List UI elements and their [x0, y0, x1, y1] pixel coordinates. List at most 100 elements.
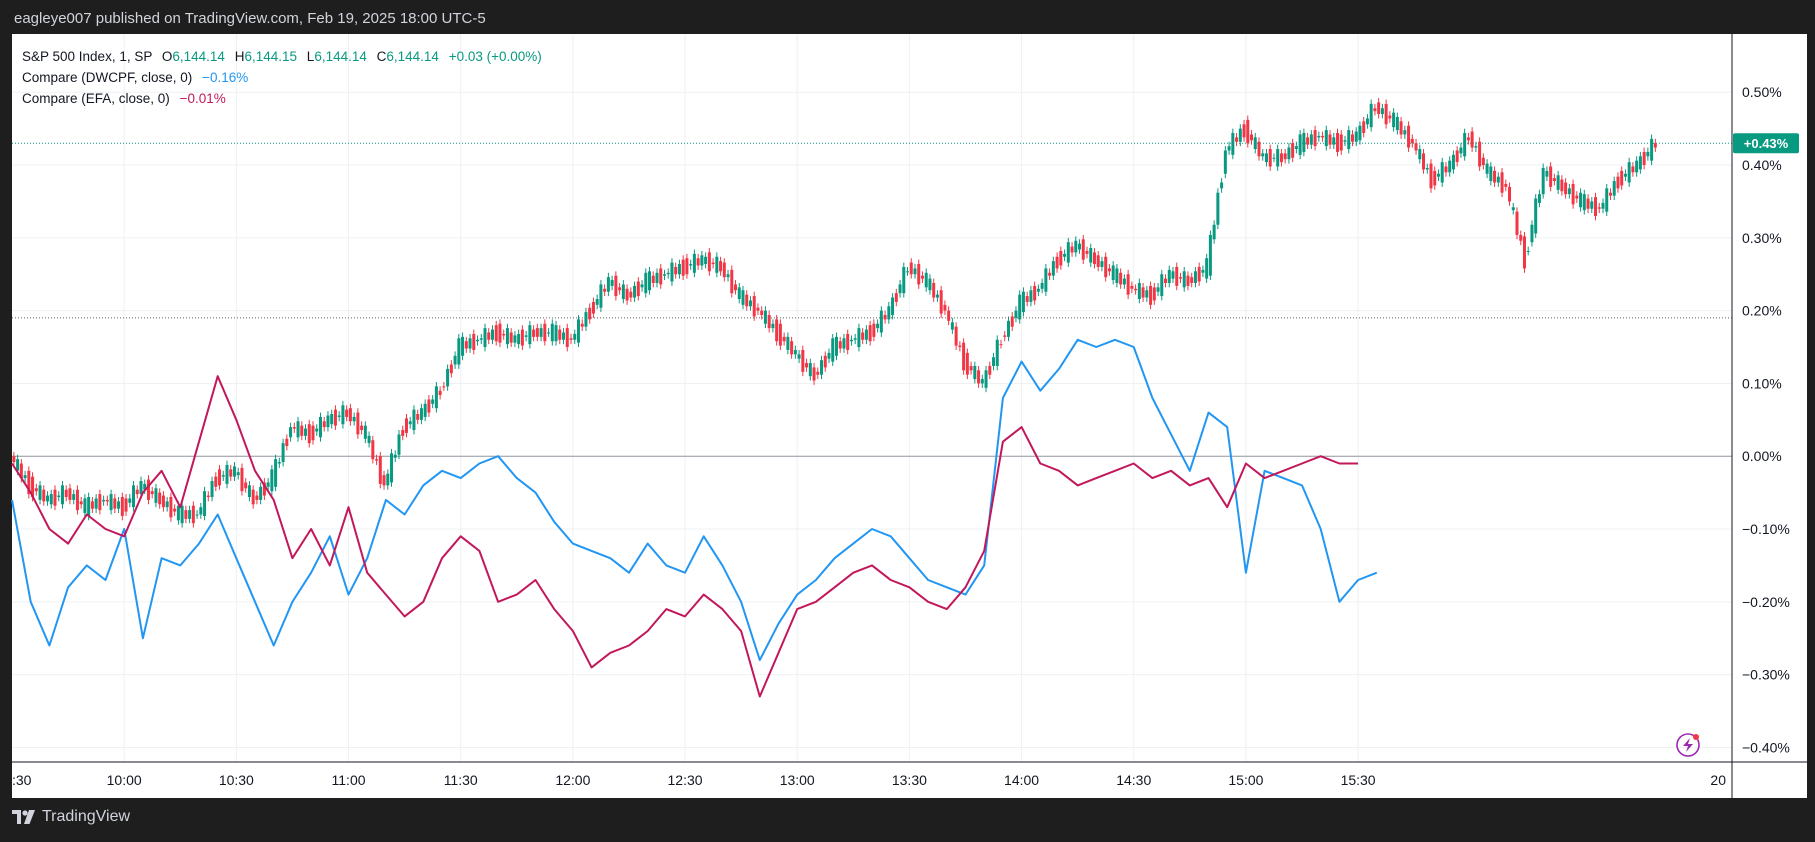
candle-body — [872, 323, 876, 337]
candle-body — [390, 453, 394, 483]
candle-body — [831, 338, 835, 362]
candle-body — [580, 323, 584, 327]
candle-body — [203, 491, 207, 516]
candle-body — [827, 352, 831, 359]
candle-body — [636, 281, 640, 297]
candle-body — [1493, 170, 1497, 183]
candle-body — [1302, 133, 1306, 152]
candle-body — [79, 501, 83, 505]
candle-body — [700, 255, 704, 266]
candle-body — [812, 367, 816, 381]
price-tag-label: +0.43% — [1744, 136, 1789, 151]
candle-body — [1186, 275, 1190, 286]
candle-body — [427, 399, 431, 413]
y-tick-label: 0.40% — [1742, 157, 1782, 173]
tradingview-icon — [12, 810, 35, 824]
candle-body — [1122, 278, 1126, 285]
legend-compare-efa-label: Compare (EFA, close, 0) — [22, 91, 170, 106]
candle-body — [386, 473, 390, 486]
candle-body — [363, 425, 367, 439]
candle-body — [891, 297, 895, 316]
candle-body — [158, 492, 162, 505]
candle-body — [902, 266, 906, 294]
candle-body — [1343, 140, 1347, 142]
candle-body — [371, 440, 375, 460]
candle-body — [236, 472, 240, 476]
candle-body — [221, 475, 225, 477]
candle-body — [1594, 197, 1598, 216]
candle-body — [12, 456, 16, 463]
candle-body — [348, 408, 352, 422]
candle-body — [947, 310, 951, 321]
candle-body — [1081, 239, 1085, 260]
candle-body — [786, 336, 790, 350]
candle-body — [1470, 131, 1474, 148]
candle-body — [1496, 176, 1500, 183]
candle-body — [651, 275, 655, 283]
candle-body — [135, 489, 139, 495]
candle-body — [1377, 102, 1381, 115]
candle-body — [1642, 151, 1646, 166]
candle-body — [995, 339, 999, 366]
x-tick-label: 20 — [1710, 772, 1726, 788]
candle-body — [677, 264, 681, 275]
candle-body — [1534, 198, 1538, 234]
candle-body — [210, 480, 214, 498]
candle-body — [1328, 134, 1332, 145]
candle-body — [188, 510, 192, 519]
y-tick-label: 0.30% — [1742, 230, 1782, 246]
candle-body — [1560, 179, 1564, 192]
tradingview-logo[interactable]: TradingView — [12, 808, 130, 826]
candle-body — [1407, 125, 1411, 148]
candle-body — [408, 421, 412, 425]
candle-body — [251, 489, 255, 505]
candle-body — [662, 274, 666, 276]
candle-body — [1392, 112, 1396, 128]
candle-body — [1466, 137, 1470, 141]
candle-body — [184, 510, 188, 519]
candle-body — [935, 294, 939, 298]
candle-body — [629, 291, 633, 298]
candle-body — [1601, 202, 1605, 209]
candle-body — [1515, 211, 1519, 235]
candle-body — [1336, 133, 1340, 152]
candle-body — [505, 328, 509, 345]
candle-body — [322, 421, 326, 428]
candle-body — [621, 284, 625, 299]
candle-body — [520, 329, 524, 346]
candle-body — [1537, 194, 1541, 203]
candle-body — [1384, 103, 1388, 125]
candle-body — [431, 399, 435, 404]
y-tick-label: −0.20% — [1742, 594, 1790, 610]
candle-body — [1070, 246, 1074, 253]
legend-compare-efa[interactable]: Compare (EFA, close, 0) −0.01% — [22, 88, 542, 109]
candle-body — [1130, 285, 1134, 289]
candle-body — [1190, 277, 1194, 283]
candle-body — [1074, 240, 1078, 253]
candle-body — [341, 405, 345, 425]
candle-body — [218, 469, 222, 486]
legend-open: 6,144.14 — [172, 49, 225, 64]
candle-body — [513, 335, 517, 343]
legend-compare-dwcpf[interactable]: Compare (DWCPF, close, 0) −0.16% — [22, 67, 542, 88]
candle-body — [1126, 274, 1130, 295]
candle-body — [569, 338, 573, 340]
legend-main[interactable]: S&P 500 Index, 1, SP O6,144.14 H6,144.15… — [22, 46, 542, 67]
candle-body — [1272, 157, 1276, 159]
candle-body — [165, 501, 169, 508]
legend-close: 6,144.14 — [386, 49, 439, 64]
candle-body — [1268, 149, 1272, 167]
candle-body — [255, 495, 259, 500]
candle-body — [606, 277, 610, 292]
candle-body — [614, 275, 618, 297]
candle-body — [87, 497, 91, 516]
candle-body — [1321, 135, 1325, 138]
candle-body — [973, 365, 977, 380]
candle-body — [558, 329, 562, 340]
candle-body — [176, 505, 180, 521]
candle-body — [711, 262, 715, 265]
lightning-icon[interactable] — [1676, 733, 1700, 757]
candle-body — [397, 434, 401, 455]
candle-body — [1044, 268, 1048, 292]
